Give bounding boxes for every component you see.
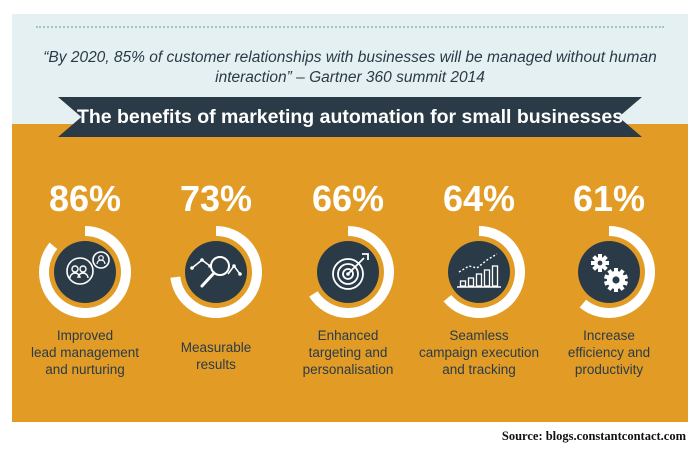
category-label: efficiency and [568, 345, 650, 360]
category-label: results [196, 357, 236, 372]
category-label: targeting and [309, 345, 388, 360]
people-icon [66, 251, 110, 285]
magnifier-chart-icon [190, 256, 242, 288]
icon-disc [185, 241, 247, 303]
gears-icon [591, 254, 629, 292]
percent-label: 61% [573, 178, 645, 219]
category-label: Measurable [181, 340, 252, 355]
stat-group: 66% Enhanced targeting and personalisation [302, 178, 394, 377]
donut-arc [443, 226, 525, 318]
target-icon [332, 253, 369, 290]
donut-arc [579, 226, 655, 318]
category-label: and nurturing [45, 362, 125, 377]
stat-group: 64% Seamless campaign execution and trackin… [419, 178, 539, 377]
donut-arc [170, 226, 262, 318]
category-label: Seamless [449, 328, 509, 343]
bar-chart-icon [457, 253, 501, 288]
donut-arc [39, 226, 131, 318]
stat-group: 61% Increase efficiency and productivity [563, 178, 655, 377]
category-label: campaign execution [419, 345, 539, 360]
source-caption: Source: blogs.constantcontact.com [501, 429, 686, 443]
percent-label: 64% [443, 178, 515, 219]
stat-group: 73% Measurable results [170, 178, 262, 372]
stat-group: 86% Improved lead management and nurturing [31, 178, 139, 377]
percent-label: 86% [49, 178, 121, 219]
percent-label: 73% [180, 178, 252, 219]
icon-disc [317, 241, 379, 303]
category-label: lead management [31, 345, 139, 360]
category-label: Improved [57, 328, 113, 343]
percent-label: 66% [312, 178, 384, 219]
quote-text: “By 2020, 85% of customer relationships … [43, 49, 657, 86]
banner-title: The benefits of marketing automation for… [58, 97, 642, 137]
donut-arc [309, 226, 394, 318]
dotted-divider [36, 26, 664, 28]
category-label: Enhanced [318, 328, 379, 343]
category-label: personalisation [303, 362, 394, 377]
category-label: productivity [575, 362, 644, 377]
category-label: Increase [583, 328, 635, 343]
icon-disc [448, 241, 510, 303]
category-label: and tracking [442, 362, 516, 377]
